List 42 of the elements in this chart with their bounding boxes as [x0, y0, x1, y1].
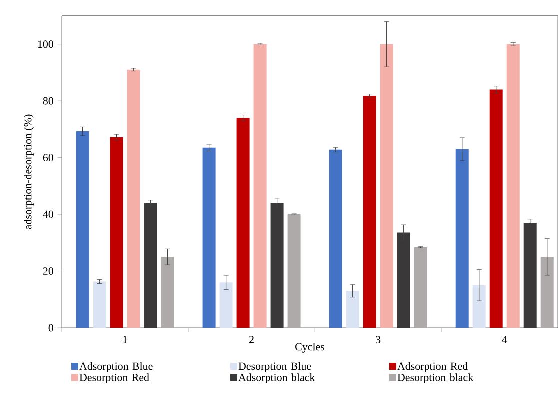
y-tick-label: 60	[43, 154, 54, 162]
bar	[270, 203, 284, 328]
x-tick-label: 2	[250, 336, 254, 344]
bar	[456, 149, 469, 328]
y-tick-label: 80	[43, 97, 54, 105]
y-tick-label: 40	[43, 210, 54, 218]
bar	[346, 291, 360, 328]
legend-label: Adsorption Blue	[80, 362, 153, 372]
x-tick-label: 4	[502, 336, 508, 344]
bar	[110, 137, 124, 328]
bar	[202, 148, 216, 328]
bar	[524, 223, 537, 328]
bar	[236, 118, 250, 328]
bar	[380, 44, 394, 328]
bar	[288, 214, 301, 328]
legend-label: Desorption black	[398, 374, 474, 384]
bar	[93, 282, 106, 328]
bar	[490, 90, 503, 328]
x-tick-label: 3	[376, 336, 381, 344]
legend-label: Adsorption Red	[398, 362, 468, 372]
bar	[472, 285, 486, 328]
bar	[397, 232, 410, 328]
legend-label: Adsorption black	[238, 374, 316, 384]
legend-label: Desorption Blue	[238, 362, 312, 372]
y-tick-label: 20	[43, 268, 54, 275]
bar	[220, 282, 233, 328]
bar	[144, 203, 158, 328]
bar	[161, 257, 174, 328]
bar	[506, 44, 520, 328]
bar	[127, 70, 140, 328]
y-tick-label: 0	[48, 324, 54, 332]
bar	[363, 96, 376, 328]
bar	[414, 247, 428, 328]
bar	[254, 44, 267, 328]
bar	[540, 257, 554, 328]
x-tick-label: 1	[123, 336, 128, 344]
y-axis-title: adsorption-desorption (%)	[24, 114, 34, 230]
y-tick-label: 100	[38, 40, 54, 48]
x-axis-title: Cycles	[296, 342, 325, 353]
bar	[76, 131, 90, 328]
bar	[329, 150, 342, 328]
legend-label: Desorption Red	[80, 374, 150, 384]
